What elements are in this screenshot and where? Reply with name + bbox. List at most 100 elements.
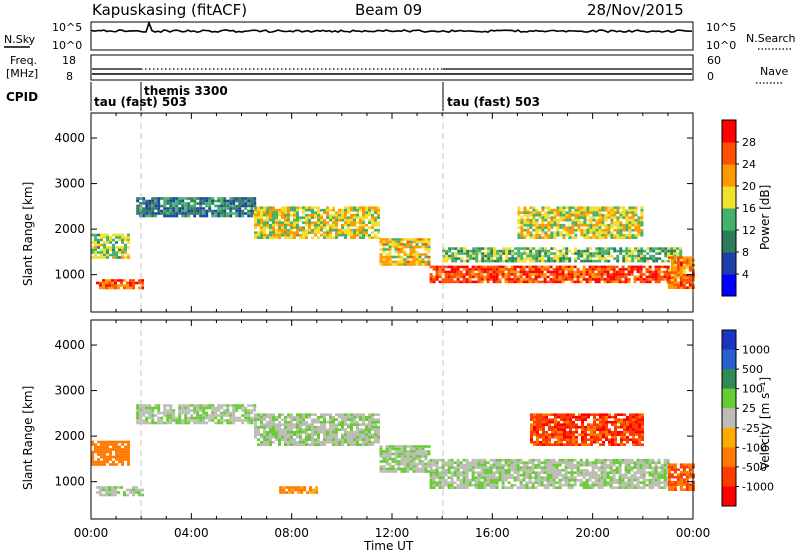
- heatmap-cell: [601, 252, 605, 255]
- heatmap-cell: [513, 461, 517, 464]
- heatmap-cell: [576, 270, 580, 274]
- heatmap-cell: [379, 450, 383, 453]
- heatmap-cell: [332, 216, 335, 219]
- heatmap-cell: [620, 438, 623, 441]
- heatmap-cell: [450, 476, 454, 479]
- heatmap-cell: [106, 460, 109, 464]
- heatmap-cell: [557, 413, 560, 416]
- heatmap-cell: [526, 218, 530, 222]
- heatmap-cell: [462, 471, 466, 474]
- heatmap-cell: [175, 419, 179, 422]
- heatmap-cell: [166, 414, 170, 417]
- heatmap-cell: [583, 218, 587, 222]
- heatmap-cell: [551, 425, 554, 429]
- heatmap-cell: [474, 268, 478, 271]
- heatmap-cell: [516, 458, 520, 462]
- heatmap-cell: [451, 254, 455, 258]
- heatmap-cell: [607, 213, 611, 217]
- heatmap-cell: [552, 463, 556, 467]
- heatmap-cell: [620, 433, 623, 436]
- heatmap-cell: [109, 458, 112, 461]
- heatmap-cell: [279, 486, 283, 489]
- heatmap-cell: [567, 458, 571, 462]
- heatmap-cell: [129, 488, 132, 492]
- heatmap-cell: [614, 435, 617, 439]
- heatmap-cell: [450, 268, 454, 271]
- heatmap-cell: [477, 458, 481, 462]
- heatmap-cell: [374, 228, 377, 232]
- heatmap-cell: [486, 280, 490, 284]
- heatmap-cell: [460, 252, 464, 255]
- heatmap-cell: [522, 486, 526, 489]
- heatmap-cell: [220, 421, 224, 425]
- heatmap-cell: [519, 270, 523, 274]
- heatmap-cell: [145, 199, 149, 203]
- heatmap-cell: [663, 486, 667, 489]
- heatmap-cell: [660, 265, 664, 269]
- heatmap-cell: [658, 257, 662, 260]
- heatmap-cell: [202, 419, 206, 422]
- heatmap-cell: [654, 476, 658, 479]
- heatmap-cell: [429, 463, 433, 467]
- heatmap-cell: [629, 415, 632, 419]
- heatmap-cell: [574, 216, 578, 219]
- heatmap-cell: [123, 493, 126, 497]
- heatmap-cell: [519, 265, 523, 269]
- heatmap-cell: [625, 223, 629, 227]
- heatmap-cell: [496, 249, 500, 253]
- y-tick-label: 2000: [54, 429, 85, 443]
- heatmap-cell: [469, 254, 473, 258]
- heatmap-cell: [115, 246, 118, 249]
- heatmap-cell: [299, 228, 302, 232]
- heatmap-cell: [548, 425, 551, 429]
- heatmap-cell: [574, 223, 578, 227]
- heatmap-cell: [498, 476, 502, 479]
- heatmap-cell: [607, 228, 611, 232]
- heatmap-cell: [448, 247, 452, 250]
- heatmap-cell: [673, 247, 677, 250]
- heatmap-cell: [688, 483, 692, 486]
- heatmap-cell: [121, 458, 124, 461]
- heatmap-cell: [406, 255, 410, 259]
- heatmap-cell: [607, 231, 611, 234]
- heatmap-cell: [444, 483, 448, 487]
- heatmap-cell: [418, 263, 422, 266]
- heatmap-cell: [640, 206, 644, 209]
- heatmap-cell: [600, 278, 604, 281]
- heatmap-cell: [638, 443, 641, 446]
- heatmap-cell: [616, 236, 620, 239]
- heatmap-cell: [628, 208, 632, 212]
- heatmap-cell: [136, 421, 140, 425]
- heatmap-cell: [537, 273, 541, 276]
- heatmap-cell: [285, 491, 289, 494]
- heatmap-cell: [630, 270, 634, 274]
- heatmap-cell: [166, 416, 170, 420]
- heatmap-cell: [344, 228, 347, 232]
- heatmap-cell: [400, 240, 404, 244]
- heatmap-cell: [565, 228, 569, 232]
- heatmap-cell: [579, 473, 583, 477]
- heatmap-cell: [633, 483, 637, 487]
- heatmap-cell: [120, 279, 123, 282]
- heatmap-cell: [572, 435, 575, 439]
- heatmap-cell: [569, 435, 572, 439]
- heatmap-cell: [612, 461, 616, 464]
- heatmap-cell: [377, 433, 380, 436]
- heatmap-cell: [385, 457, 389, 461]
- heatmap-cell: [199, 404, 203, 407]
- heatmap-cell: [606, 280, 610, 284]
- heatmap-cell: [542, 413, 545, 416]
- heatmap-cell: [676, 252, 680, 255]
- heatmap-cell: [539, 423, 542, 426]
- heatmap-cell: [299, 418, 302, 421]
- heatmap-cell: [597, 461, 601, 464]
- heatmap-cell: [109, 450, 112, 454]
- heatmap-cell: [591, 466, 595, 469]
- heatmap-cell: [583, 221, 587, 224]
- heatmap-cell: [112, 460, 115, 464]
- heatmap-cell: [619, 233, 623, 237]
- heatmap-cell: [115, 253, 118, 257]
- heatmap-cell: [329, 425, 332, 429]
- heatmap-cell: [621, 476, 625, 479]
- heatmap-cell: [504, 468, 508, 472]
